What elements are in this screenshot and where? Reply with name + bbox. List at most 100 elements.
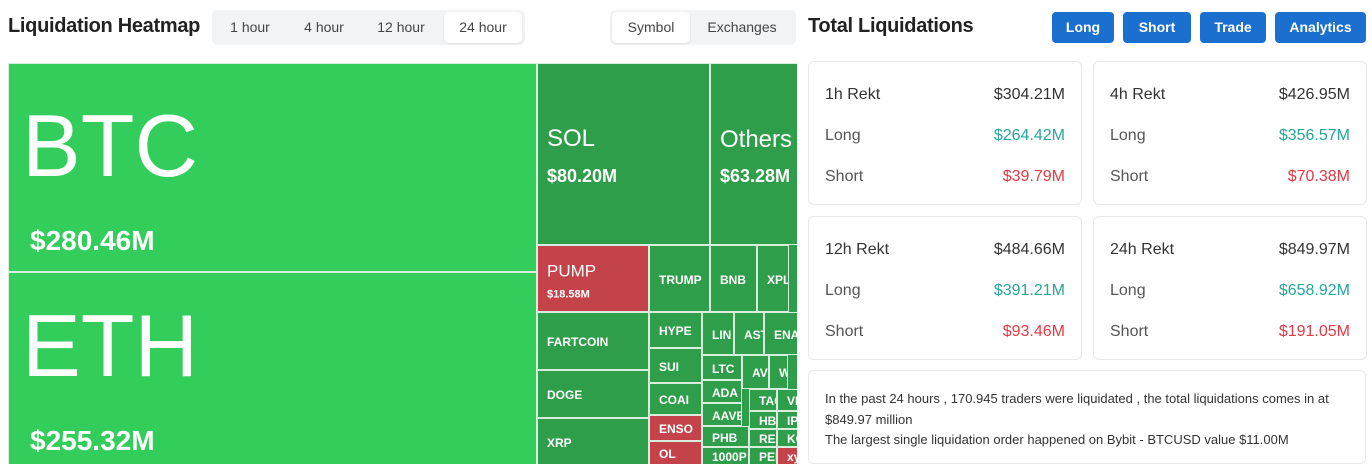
tile-symbol: Others <box>720 126 793 153</box>
long-label: Long <box>825 127 861 144</box>
nav-button[interactable]: Trade <box>1200 12 1266 43</box>
rekt-card: 24h Rekt $849.97M Long $658.92M Short $191.05… <box>1093 216 1367 360</box>
card-title: 1h Rekt <box>825 86 881 103</box>
view-tabs: Symbol Exchanges <box>610 10 796 45</box>
heatmap-tile[interactable]: HYPE <box>649 312 702 348</box>
heatmap-tile[interactable]: SUI <box>649 348 702 383</box>
heatmap-tile[interactable]: PEF <box>749 447 777 464</box>
heatmap-tile[interactable]: LIN <box>702 312 734 355</box>
heatmap-tile[interactable]: ENA <box>764 312 797 355</box>
time-tabs: 1 hour 4 hour 12 hour 24 hour <box>212 10 525 45</box>
heatmap-tile[interactable]: KG <box>777 429 797 447</box>
heatmap-tile[interactable]: VI <box>777 389 797 411</box>
heatmap-tile[interactable]: LTC <box>702 355 742 380</box>
heatmap: BTC $280.46M ETH $255.32M SOL $80.20M Others $6… <box>8 63 797 464</box>
heatmap-title: Liquidation Heatmap <box>8 15 201 37</box>
heatmap-tile[interactable]: OL <box>649 441 702 464</box>
heatmap-tile[interactable]: AST <box>734 312 764 355</box>
heatmap-tile[interactable]: ADA <box>702 380 742 403</box>
tile-symbol: AST <box>744 327 763 342</box>
info-line: The largest single liquidation order hap… <box>825 432 1289 447</box>
time-tab[interactable]: 24 hour <box>444 12 522 43</box>
heatmap-tile[interactable]: TAC <box>749 389 777 411</box>
heatmap-tile[interactable]: ENSO <box>649 415 702 441</box>
tile-symbol: ENA <box>774 327 797 342</box>
heatmap-tile[interactable]: TRUMP <box>649 245 710 312</box>
long-value: $264.42M <box>993 127 1065 144</box>
tile-symbol: LIN <box>712 327 732 342</box>
rekt-card: 1h Rekt $304.21M Long $264.42M Short $39.79M <box>808 61 1082 205</box>
view-tab[interactable]: Exchanges <box>707 19 777 35</box>
tile-symbol: TAC <box>759 394 776 408</box>
tile-symbol: W <box>779 367 787 379</box>
tile-symbol: SOL <box>547 125 596 152</box>
view-tab[interactable]: Symbol <box>612 12 690 43</box>
rekt-card: 12h Rekt $484.66M Long $391.21M Short $93.46M <box>808 216 1082 360</box>
heatmap-tile[interactable]: FARTCOIN <box>537 312 649 370</box>
tile-symbol: BNB <box>720 272 746 287</box>
time-tab[interactable]: 4 hour <box>304 19 344 35</box>
card-title: 4h Rekt <box>1110 86 1166 103</box>
tile-symbol: FARTCOIN <box>547 335 609 349</box>
tile-symbol: XPL <box>767 272 789 287</box>
nav-button[interactable]: Short <box>1123 12 1191 43</box>
short-label: Short <box>1110 323 1149 340</box>
time-tab[interactable]: 1 hour <box>230 19 270 35</box>
tile-symbol: PHB <box>712 430 738 445</box>
heatmap-tile[interactable]: PUMP $18.58M <box>537 245 649 312</box>
tile-symbol: PUMP <box>547 261 597 281</box>
card-total: $849.97M <box>1278 241 1350 258</box>
time-tab[interactable]: 12 hour <box>377 19 425 35</box>
heatmap-tile[interactable]: XRP <box>537 418 649 464</box>
card-title: 12h Rekt <box>825 241 890 258</box>
tile-symbol: AV <box>752 366 768 380</box>
tile-symbol: IP <box>787 414 797 428</box>
tile-symbol: OL <box>659 447 676 461</box>
tile-value: $63.28M <box>720 166 791 186</box>
heatmap-tile[interactable]: BNB <box>710 245 757 312</box>
heatmap-tile[interactable]: BTC $280.46M <box>8 63 537 272</box>
tile-symbol: KG <box>787 432 797 446</box>
info-line: In the past 24 hours , 170.945 traders w… <box>825 391 1329 427</box>
tile-symbol: ETH <box>22 296 198 395</box>
tile-value: $80.20M <box>547 166 618 186</box>
tile-symbol: ADA <box>712 385 738 400</box>
heatmap-tile[interactable]: COAI <box>649 383 702 415</box>
long-label: Long <box>825 282 861 299</box>
tile-symbol: SUI <box>659 359 680 374</box>
tile-symbol: HBA <box>759 414 777 428</box>
heatmap-tile[interactable]: AAVE <box>702 403 742 426</box>
tile-value: $280.46M <box>30 225 155 256</box>
heatmap-tile[interactable]: RES <box>749 429 777 447</box>
heatmap-tile[interactable]: Others $63.28M <box>710 63 797 245</box>
short-label: Short <box>825 168 864 185</box>
heatmap-tile[interactable]: PHB <box>702 426 749 447</box>
tile-symbol: VI <box>787 394 797 408</box>
card-total: $304.21M <box>993 86 1065 103</box>
heatmap-tile[interactable]: HBA <box>749 411 777 429</box>
long-label: Long <box>1110 282 1146 299</box>
heatmap-tile[interactable]: ETH $255.32M <box>8 272 537 464</box>
tile-value: $255.32M <box>30 425 155 456</box>
heatmap-tile[interactable]: AV <box>742 355 769 389</box>
tile-symbol: HYPE <box>659 324 692 338</box>
heatmap-tile[interactable]: DOGE <box>537 370 649 418</box>
card-title: 24h Rekt <box>1110 241 1175 258</box>
heatmap-tile[interactable]: SOL $80.20M <box>537 63 710 245</box>
long-value: $391.21M <box>993 282 1065 299</box>
tile-symbol: COAI <box>659 393 689 407</box>
short-label: Short <box>1110 168 1149 185</box>
rekt-card: 4h Rekt $426.95M Long $356.57M Short $70.38M <box>1093 61 1367 205</box>
heatmap-tile[interactable]: XPL <box>757 245 789 312</box>
heatmap-tile[interactable]: W <box>769 355 788 389</box>
tile-symbol: AAVE <box>712 408 742 423</box>
nav-button[interactable]: Analytics <box>1275 12 1366 43</box>
long-value: $356.57M <box>1278 127 1350 144</box>
heatmap-tile[interactable]: xy <box>777 447 797 464</box>
tile-symbol: xy <box>787 450 797 464</box>
tile-value: $18.58M <box>547 288 590 301</box>
nav-button[interactable]: Long <box>1052 12 1114 43</box>
heatmap-tile[interactable]: 1000P <box>702 447 749 464</box>
heatmap-tile[interactable]: IP <box>777 411 797 429</box>
